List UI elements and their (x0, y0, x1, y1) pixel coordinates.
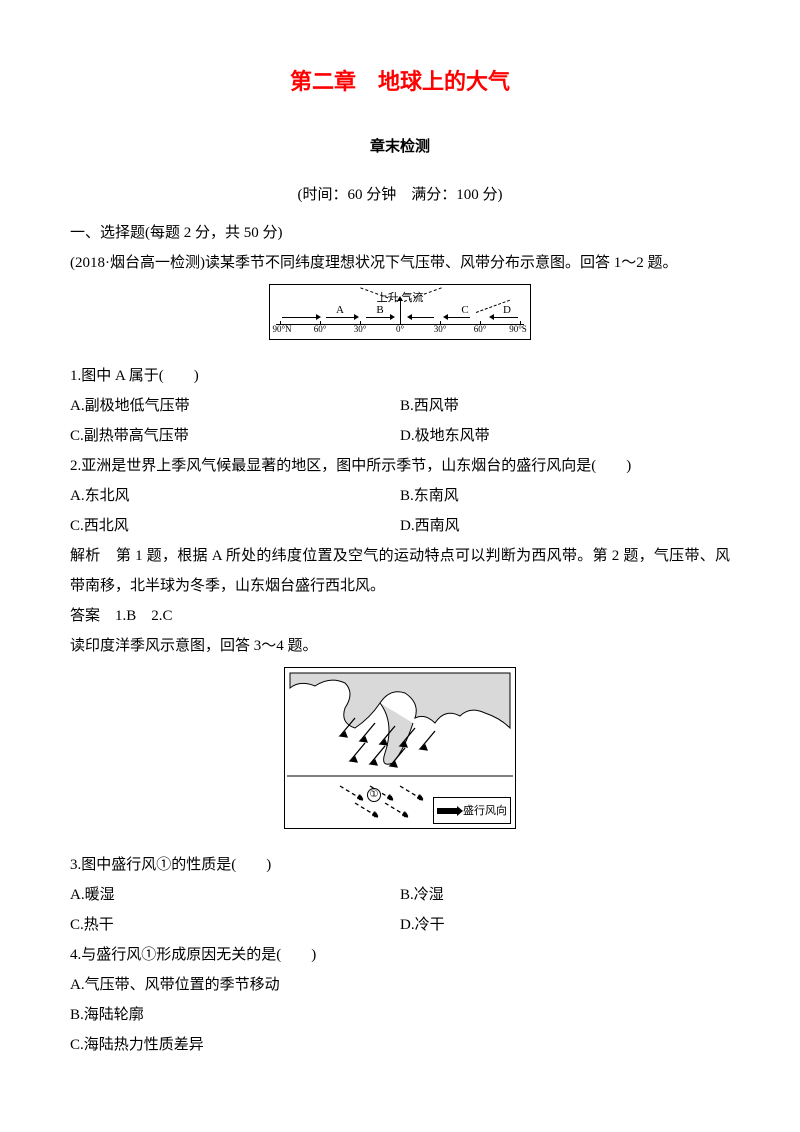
time-info: (时间：60 分钟 满分：100 分) (70, 180, 730, 210)
q4-opt-b: B.海陆轮廓 (70, 1000, 730, 1030)
section1-header: 一、选择题(每题 2 分，共 50 分) (70, 218, 730, 248)
fig1-xlabel: 30° (354, 320, 367, 338)
q1-options: A.副极地低气压带 B.西风带 C.副热带高气压带 D.极地东风带 (70, 391, 730, 451)
fig1-xlabel: 90°N (272, 320, 291, 338)
q3-opt-a: A.暖湿 (70, 880, 400, 910)
fig2-marker-1-icon: ① (367, 788, 381, 802)
figure-2: ① 盛行风向 (284, 667, 516, 829)
fig1-arrow-icon (446, 317, 470, 318)
figure-1-wrap: 上升 气流 90°N 60° 30° 0° 30° 60° 90°S A B C… (70, 284, 730, 351)
q4-options: A.气压带、风带位置的季节移动 B.海陆轮廓 C.海陆热力性质差异 (70, 970, 730, 1060)
fig2-legend: 盛行风向 (433, 797, 511, 824)
q1-2-intro: (2018·烟台高一检测)读某季节不同纬度理想状况下气压带、风带分布示意图。回答… (70, 248, 730, 278)
q1-opt-d: D.极地东风带 (400, 421, 730, 451)
q2-stem: 2.亚洲是世界上季风气候最显著的地区，图中所示季节，山东烟台的盛行风向是( ) (70, 451, 730, 481)
figure-1: 上升 气流 90°N 60° 30° 0° 30° 60° 90°S A B C… (269, 284, 531, 340)
explain-1-2: 解析 第 1 题，根据 A 所处的纬度位置及空气的运动特点可以判断为西风带。第 … (70, 541, 730, 601)
q3-options: A.暖湿 B.冷湿 C.热干 D.冷干 (70, 880, 730, 940)
q3-stem: 3.图中盛行风①的性质是( ) (70, 850, 730, 880)
fig1-arrow-icon (326, 317, 356, 318)
fig1-xlabel: 90°S (509, 320, 527, 338)
q4-opt-c: C.海陆热力性质差异 (70, 1030, 730, 1060)
q1-opt-a: A.副极地低气压带 (70, 391, 400, 421)
q2-opt-d: D.西南风 (400, 511, 730, 541)
answer-1-2: 答案 1.B 2.C (70, 601, 730, 631)
q3-4-intro: 读印度洋季风示意图，回答 3～4 题。 (70, 631, 730, 661)
figure-2-wrap: ① 盛行风向 (70, 667, 730, 840)
q2-opt-c: C.西北风 (70, 511, 400, 541)
fig1-xlabel: 60° (314, 320, 327, 338)
q3-opt-c: C.热干 (70, 910, 400, 940)
fig1-xlabel: 60° (474, 320, 487, 338)
q4-opt-a: A.气压带、风带位置的季节移动 (70, 970, 730, 1000)
legend-arrow-icon (437, 808, 459, 814)
fig1-arrow-icon (492, 317, 518, 318)
fig1-xlabel: 30° (434, 320, 447, 338)
q3-opt-d: D.冷干 (400, 910, 730, 940)
q2-options: A.东北风 B.东南风 C.西北风 D.西南风 (70, 481, 730, 541)
q3-opt-b: B.冷湿 (400, 880, 730, 910)
q2-opt-b: B.东南风 (400, 481, 730, 511)
legend-label: 盛行风向 (463, 800, 507, 822)
fig1-arrow-icon (366, 317, 392, 318)
q2-opt-a: A.东北风 (70, 481, 400, 511)
q1-stem: 1.图中 A 属于( ) (70, 361, 730, 391)
q1-opt-c: C.副热带高气压带 (70, 421, 400, 451)
q4-stem: 4.与盛行风①形成原因无关的是( ) (70, 940, 730, 970)
q1-opt-b: B.西风带 (400, 391, 730, 421)
section-title: 章末检测 (70, 132, 730, 162)
fig1-xlabel: 0° (396, 320, 404, 338)
chapter-title: 第二章 地球上的大气 (70, 60, 730, 104)
fig1-arrow-icon (410, 317, 434, 318)
fig1-arrow-icon (282, 317, 318, 318)
